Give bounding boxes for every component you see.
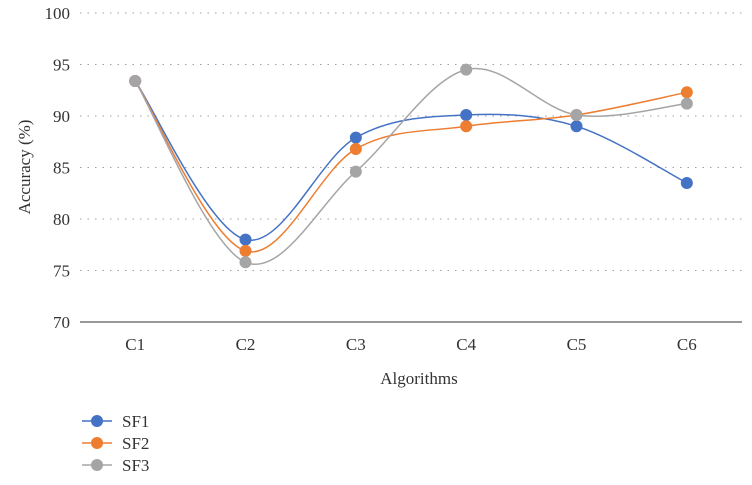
x-tick-label: C6 xyxy=(677,335,697,354)
data-point-sf3 xyxy=(129,74,142,87)
data-point-sf3 xyxy=(570,108,583,121)
data-point-sf3 xyxy=(460,63,473,76)
x-tick-label: C4 xyxy=(456,335,476,354)
data-point-sf1 xyxy=(570,120,583,133)
series-line-sf3 xyxy=(134,67,687,265)
legend-item-sf3: SF3 xyxy=(82,456,149,475)
x-tick-label: C2 xyxy=(236,335,256,354)
y-tick-label: 100 xyxy=(45,4,71,23)
series-marker-group xyxy=(129,63,693,269)
data-point-sf1 xyxy=(239,233,252,246)
data-point-sf3 xyxy=(349,165,362,178)
data-point-sf2 xyxy=(680,86,693,99)
x-axis-title: Algorithms xyxy=(380,369,457,388)
y-tick-label: 95 xyxy=(53,56,70,75)
data-point-sf2 xyxy=(239,244,252,257)
legend-marker-swatch xyxy=(91,437,103,449)
data-point-sf1 xyxy=(680,176,693,189)
legend-marker-swatch xyxy=(91,459,103,471)
legend: SF1 SF2 SF3 xyxy=(82,412,149,475)
y-tick-label: 85 xyxy=(53,159,70,178)
y-tick-label: 70 xyxy=(53,313,70,332)
series-lines xyxy=(129,63,693,269)
legend-label: SF2 xyxy=(122,434,149,453)
x-tick-labels: C1 C2 C3 C4 C5 C6 xyxy=(125,335,697,354)
legend-marker-swatch xyxy=(91,415,103,427)
y-tick-labels: 70 75 80 85 90 95 100 xyxy=(45,4,71,332)
data-point-sf1 xyxy=(460,108,473,121)
legend-label: SF3 xyxy=(122,456,149,475)
y-tick-label: 75 xyxy=(53,262,70,281)
grid-lines xyxy=(80,12,742,271)
series-line-sf2 xyxy=(134,80,687,253)
data-point-sf1 xyxy=(349,131,362,144)
y-axis-title: Accuracy (%) xyxy=(15,120,34,215)
y-tick-label: 90 xyxy=(53,107,70,126)
legend-item-sf1: SF1 xyxy=(82,412,149,431)
data-point-sf3 xyxy=(680,97,693,110)
legend-item-sf2: SF2 xyxy=(82,434,149,453)
series-line-group xyxy=(134,67,688,265)
data-point-sf3 xyxy=(239,256,252,269)
y-tick-label: 80 xyxy=(53,210,70,229)
legend-label: SF1 xyxy=(122,412,149,431)
data-point-sf2 xyxy=(349,142,362,155)
x-tick-label: C3 xyxy=(346,335,366,354)
x-tick-label: C5 xyxy=(567,335,587,354)
series-line-sf1 xyxy=(134,80,688,241)
data-point-sf2 xyxy=(460,120,473,133)
x-tick-label: C1 xyxy=(125,335,145,354)
